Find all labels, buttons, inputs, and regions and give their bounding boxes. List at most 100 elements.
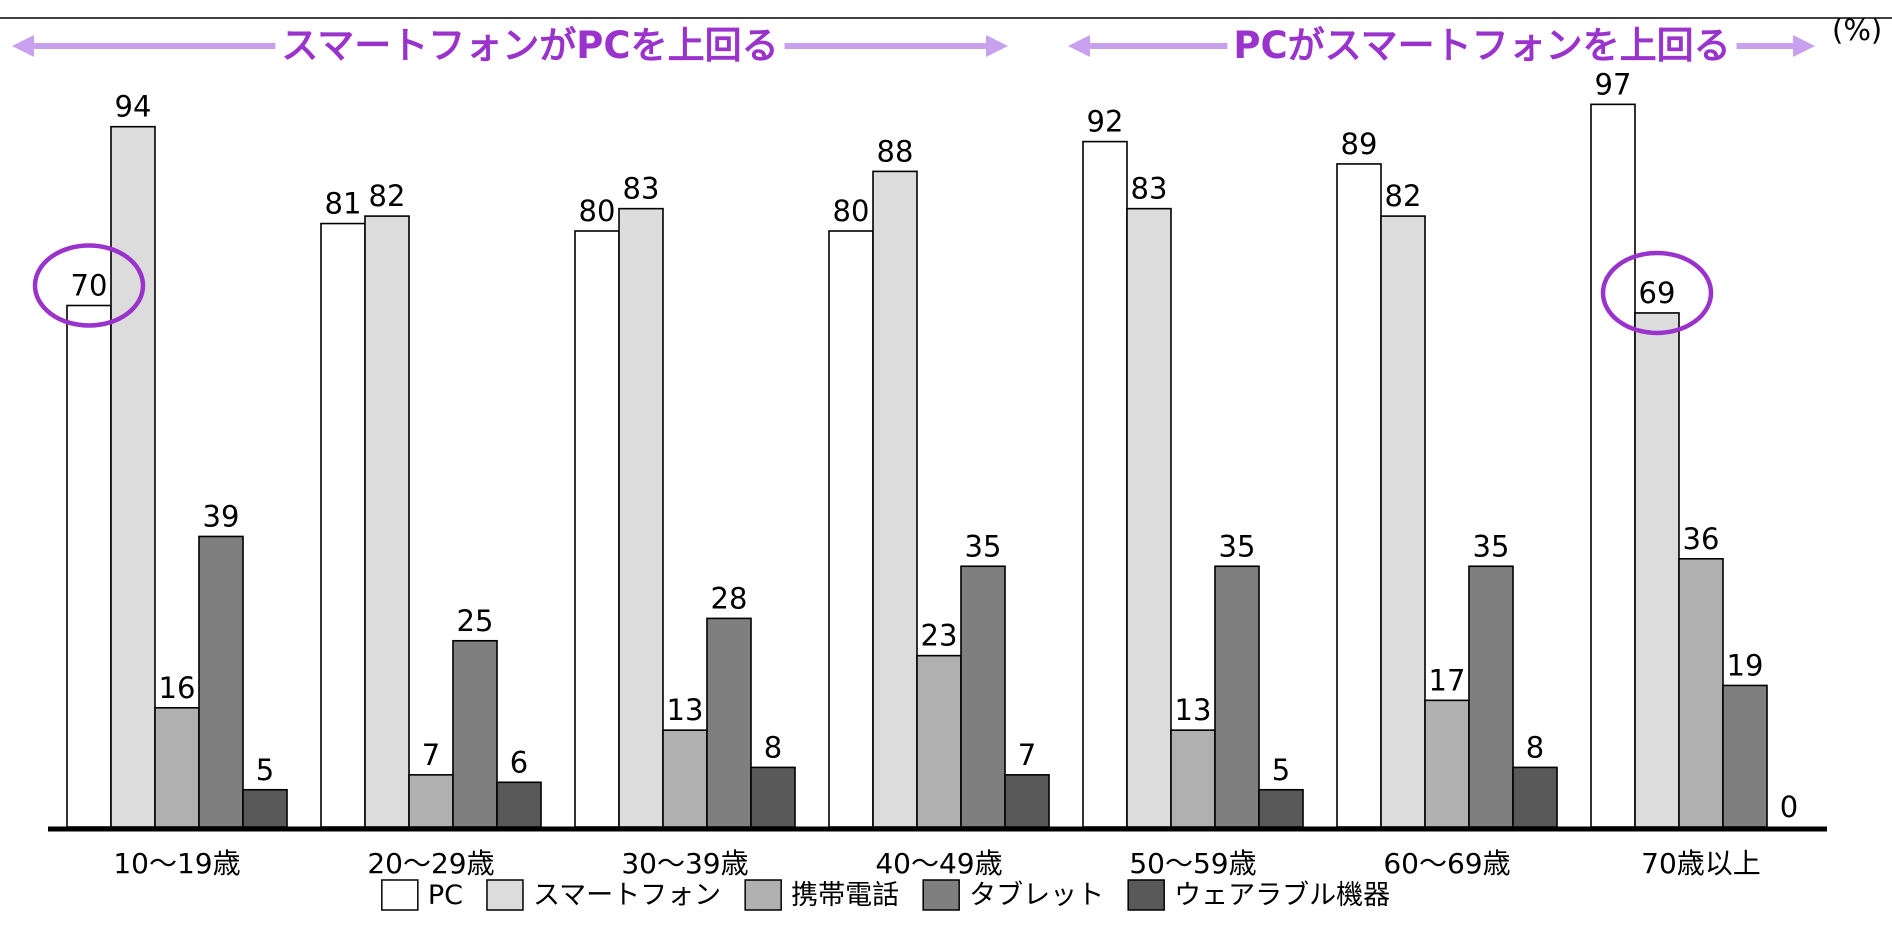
header-left-arrow-left [12, 35, 276, 57]
data-label: 82 [369, 179, 406, 213]
category-labels: 10～19歳 20～29歳 30～39歳 40～49歳 50～59歳 60～69歳 70歳以… [113, 847, 1760, 880]
data-label: 7 [422, 738, 440, 772]
data-label: 39 [203, 499, 240, 533]
data-label: 25 [457, 604, 494, 638]
legend-item: スマートフォン [486, 879, 721, 911]
legend-swatch [1127, 879, 1165, 911]
bar [1634, 312, 1680, 828]
category-label: 20～29歳 [367, 847, 494, 880]
legend-label: スマートフォン [533, 880, 721, 911]
legend-swatch [744, 879, 782, 911]
data-label: 5 [256, 753, 274, 787]
bar [574, 230, 620, 828]
data-label: 35 [1473, 529, 1510, 563]
bar [1678, 557, 1724, 828]
highlight-circles [32, 243, 1714, 336]
category-label: 30～39歳 [621, 847, 748, 880]
bar [662, 729, 708, 828]
bar [618, 207, 664, 828]
data-label: 92 [1087, 105, 1124, 139]
data-label: 70 [71, 269, 108, 303]
bar [496, 781, 542, 828]
data-label: 83 [623, 172, 660, 206]
bar [110, 125, 156, 828]
category-label: 10～19歳 [113, 847, 240, 880]
bar [1380, 215, 1426, 828]
legend: PC スマートフォン 携帯電話 タブレット ウェアラブル機器 [381, 879, 1390, 911]
bar [364, 215, 410, 828]
bar [1336, 163, 1382, 828]
data-label: 8 [764, 730, 782, 764]
data-label: 13 [667, 693, 704, 727]
bar [1170, 729, 1216, 828]
bar [198, 535, 244, 828]
category-label: 40～49歳 [875, 847, 1002, 880]
bar [408, 774, 454, 828]
bar [1126, 207, 1172, 828]
data-label: 36 [1683, 522, 1720, 556]
bar [1082, 140, 1128, 828]
data-label: 97 [1595, 67, 1632, 101]
category-label: 50～59歳 [1129, 847, 1256, 880]
legend-item: タブレット [922, 879, 1104, 911]
legend-label: ウェアラブル機器 [1174, 880, 1390, 911]
legend-label: 携帯電話 [791, 880, 899, 911]
legend-item: PC [381, 879, 463, 911]
bar [960, 565, 1006, 828]
header-right-label: PCがスマートフォンを上回る [1233, 24, 1730, 67]
header-left-arrow-right [784, 35, 1008, 57]
legend-label: PC [428, 880, 463, 911]
data-label: 5 [1272, 753, 1290, 787]
data-label: 89 [1341, 127, 1378, 161]
bar [1512, 766, 1558, 828]
data-label: 80 [833, 194, 870, 228]
bar [1258, 788, 1304, 828]
data-label: 23 [921, 619, 958, 653]
bar [872, 170, 918, 828]
legend-item: ウェアラブル機器 [1127, 879, 1390, 911]
category-label: 70歳以上 [1641, 847, 1761, 880]
bar [916, 654, 962, 828]
bar [750, 766, 796, 828]
data-label: 17 [1429, 663, 1466, 697]
bar [242, 788, 288, 828]
data-label: 28 [711, 581, 748, 615]
bar [1468, 565, 1514, 828]
unit-label: (%) [1832, 13, 1882, 47]
data-label: 69 [1639, 276, 1676, 310]
data-label: 94 [115, 90, 152, 124]
data-label: 19 [1727, 648, 1764, 682]
data-label: 6 [510, 745, 528, 779]
legend-swatch [922, 879, 960, 911]
legend-swatch [381, 879, 419, 911]
category-label: 60～69歳 [1383, 847, 1510, 880]
bar [1590, 103, 1636, 828]
bar [828, 230, 874, 828]
bar [1004, 774, 1050, 828]
bar [66, 304, 112, 828]
bar [452, 639, 498, 828]
data-label: 83 [1131, 172, 1168, 206]
header-right-arrow-right [1736, 35, 1815, 57]
data-label: 82 [1385, 179, 1422, 213]
data-label: 7 [1018, 738, 1036, 772]
header-right-arrow-left [1068, 35, 1228, 57]
highlight-circle [1600, 250, 1714, 336]
data-label: 8 [1526, 730, 1544, 764]
data-label: 80 [579, 194, 616, 228]
legend-swatch [486, 879, 524, 911]
data-label: 35 [965, 529, 1002, 563]
bar [1722, 684, 1768, 828]
data-label: 81 [325, 187, 362, 221]
data-label: 35 [1219, 529, 1256, 563]
data-label: 13 [1175, 693, 1212, 727]
data-label: 16 [159, 671, 196, 705]
bar [154, 706, 200, 828]
legend-label: タブレット [969, 880, 1104, 911]
data-label: 88 [877, 134, 914, 168]
header-left-label: スマートフォンがPCを上回る [281, 24, 778, 67]
bars-layer [66, 103, 1768, 828]
bar [1424, 699, 1470, 828]
